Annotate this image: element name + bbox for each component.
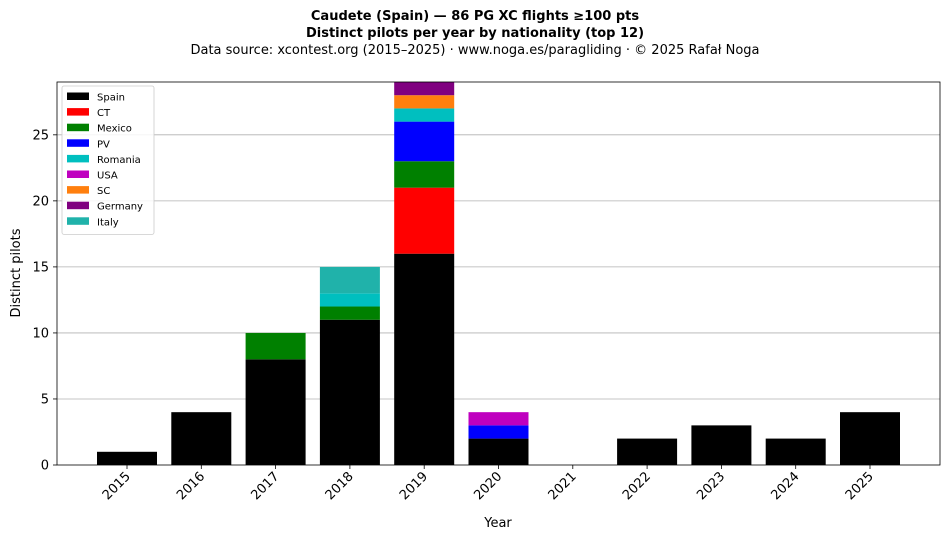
bar-segment (171, 412, 232, 465)
x-tick-label: 2016 (174, 469, 208, 503)
x-tick-label: 2015 (100, 469, 134, 503)
y-tick-label: 15 (32, 260, 49, 275)
x-tick-label: 2018 (323, 469, 357, 503)
legend-swatch (67, 139, 89, 147)
bar-segment (765, 438, 826, 465)
bar-segment (840, 412, 900, 465)
legend-entry-label: Spain (97, 93, 125, 104)
legend-swatch (67, 123, 89, 132)
bar-segment (394, 108, 455, 122)
bars-layer (97, 82, 900, 465)
x-tick-label: 2017 (248, 469, 282, 503)
bar-segment (319, 293, 380, 307)
legend-swatch (67, 217, 89, 225)
bar-segment (617, 438, 678, 465)
x-tick-label: 2019 (397, 469, 431, 503)
legend-swatch (67, 108, 89, 116)
chart-subtitle: Distinct pilots per year by nationality … (305, 26, 645, 41)
legend-swatch (67, 186, 89, 194)
chart-titles: Caudete (Spain) — 86 PG XC flights ≥100 … (0, 8, 950, 59)
bar-segment (468, 438, 529, 465)
x-tick-label: 2025 (843, 469, 877, 503)
bar-segment (319, 306, 380, 320)
legend-entry-label: Italy (97, 217, 119, 228)
bar-segment (394, 121, 455, 162)
legend-entry-label: Germany (97, 202, 143, 213)
bar-segment (319, 319, 380, 465)
y-tick-label: 20 (32, 194, 49, 209)
bar-segment (394, 161, 455, 188)
legend-swatch (67, 154, 89, 163)
bar-segment (394, 187, 455, 254)
grid-layer (57, 134, 940, 400)
chart-title: Caudete (Spain) — 86 PG XC flights ≥100 … (310, 9, 640, 24)
legend-swatch (67, 201, 89, 210)
legend: Spain CT Mexico PV Romania USA SC Germany Italy (61, 85, 155, 235)
plot-frame (56, 81, 941, 466)
y-tick-label: 5 (41, 392, 49, 407)
y-tick-label: 25 (32, 128, 49, 143)
bar-segment (245, 332, 306, 360)
x-tick-label: 2022 (620, 469, 654, 503)
legend-box (61, 85, 155, 235)
legend-entry-label: SC (97, 186, 110, 197)
bar-segment (394, 253, 455, 465)
bar-segment (97, 451, 157, 465)
legend-entry-label: Romania (97, 155, 141, 166)
bar-segment (245, 359, 306, 465)
x-tick-label: 2024 (769, 469, 803, 503)
y-axis-label: Distinct pilots (9, 228, 24, 317)
legend-swatch (67, 170, 89, 178)
bar-segment (394, 95, 455, 109)
bar-segment (691, 425, 752, 465)
legend-entry-label: CT (97, 108, 111, 119)
bar-segment (468, 425, 529, 439)
legend-swatch (67, 92, 89, 100)
x-tick-label: 2020 (471, 469, 505, 503)
y-tick-label: 0 (41, 459, 49, 474)
x-axis-label: Year (483, 516, 512, 531)
bar-segment (319, 266, 380, 294)
chart-source-note: Data source: xcontest.org (2015–2025) · … (190, 43, 760, 58)
bar-segment (394, 82, 455, 96)
x-tick-label: 2023 (694, 469, 728, 503)
bar-segment (468, 412, 529, 426)
legend-entry-label: Mexico (97, 124, 132, 135)
y-tick-label: 10 (32, 326, 49, 341)
legend-entry-label: USA (97, 171, 118, 182)
x-tick-label: 2021 (546, 469, 580, 503)
legend-entry-label: PV (97, 139, 110, 150)
